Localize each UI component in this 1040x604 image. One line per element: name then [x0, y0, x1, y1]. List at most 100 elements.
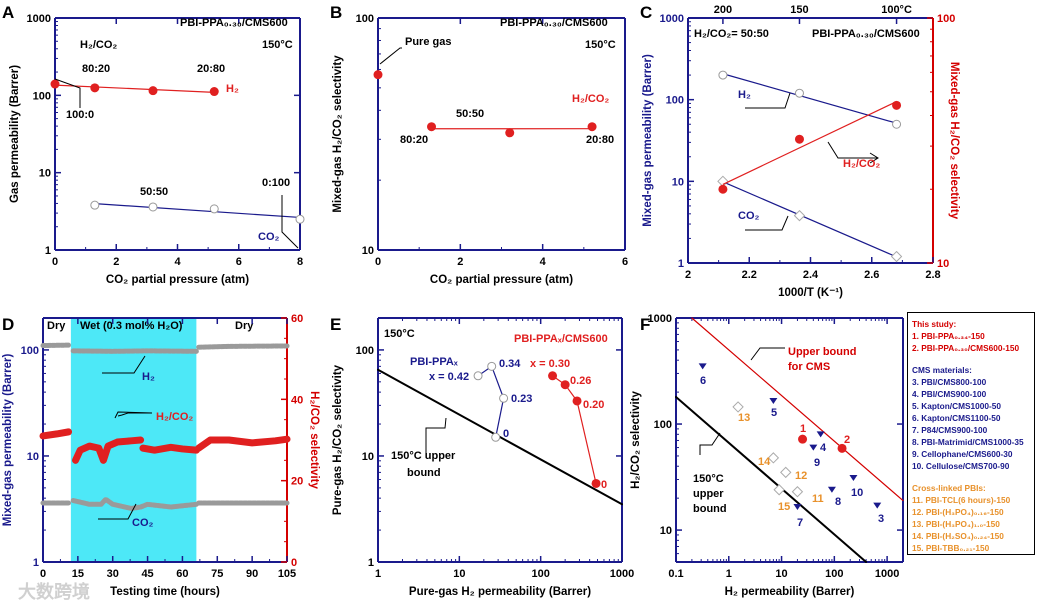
leader-line: [869, 152, 879, 164]
x-tick-label: 30: [107, 568, 119, 580]
data-point: [148, 86, 158, 96]
x-tick-label: 0.1: [668, 568, 683, 580]
y-axis-label: Pure-gas H₂/CO₂ selectivity: [332, 364, 344, 515]
y-tick-label: 100: [33, 90, 51, 102]
leader-line: [379, 47, 402, 65]
annotation: 2: [844, 434, 850, 446]
series-h-: [40, 342, 290, 354]
panel-letter: A: [2, 3, 14, 22]
y-axis-label: Mixed-gas H₂/CO₂ selectivity: [332, 55, 344, 213]
annotation: 100:0: [66, 109, 94, 121]
x-tick-label: 15: [72, 568, 84, 580]
series-h-co-: [427, 122, 597, 138]
annotation: PBI-PPA₀.₃₀/CMS600: [180, 17, 288, 29]
data-point: [767, 452, 780, 464]
y-tick-label: 100: [654, 419, 672, 431]
x-tick-label: 2.4: [803, 269, 819, 281]
x-axis-label: Pure-gas H₂ permeability (Barrer): [409, 586, 591, 598]
series-line: [691, 317, 904, 502]
legend-item: 3. PBI/CMS800-100: [912, 377, 987, 387]
annotation: CO₂: [738, 210, 760, 222]
y-tick-label: 60: [291, 313, 303, 325]
series-150-c-upper-bound: [675, 395, 868, 563]
series-cross-linked-pbis: [732, 401, 804, 498]
x-axis-label: CO₂ partial pressure (atm): [106, 274, 249, 286]
legend-item: 14. PBI-(H₂SO₄)₀.₂₄-150: [912, 531, 1004, 541]
annotation: upper: [693, 488, 724, 500]
annotation: 13: [738, 412, 750, 424]
region-label: Dry: [47, 320, 66, 332]
annotation: H₂/CO₂: [572, 93, 609, 105]
x-tick-label: 8: [297, 256, 303, 268]
series-pure-gas: [373, 70, 383, 80]
legend-item: 9. Cellophane/CMS600-30: [912, 449, 1013, 459]
legend-item: 7. P84/CMS900-100: [912, 425, 988, 435]
panel-letter: B: [330, 3, 342, 22]
x-axis-label: CO₂ partial pressure (atm): [430, 274, 573, 286]
annotation: 4: [820, 442, 827, 454]
x-tick-label: 45: [141, 568, 153, 580]
series-this-study: [798, 434, 847, 453]
annotation: CO₂: [132, 517, 154, 529]
leader-line: [102, 355, 146, 374]
legend-group-title: Cross-linked PBIs:: [912, 483, 986, 493]
panel-c: C 2 2.2 2.4 2.6 2.8 200 150 100°C 1 10 100 1000 10 100…: [640, 3, 960, 299]
data-point: [90, 200, 100, 210]
legend-item: 11. PBI-TCL(6 hours)-150: [912, 495, 1011, 505]
annotation: H₂/CO₂: [843, 158, 880, 170]
x-tick-label: 6: [622, 256, 628, 268]
x-tick-label: 2.8: [925, 269, 940, 281]
data-point: [793, 209, 806, 222]
data-point: [816, 431, 825, 438]
y-tick-label: 10: [937, 258, 949, 270]
data-point: [295, 214, 305, 224]
data-point: [427, 122, 437, 132]
y-tick-label: 100: [356, 345, 374, 357]
y-axis-label: Mixed-gas permeability (Barrer): [2, 354, 14, 527]
annotation: PBI-PPAₓ/CMS600: [514, 333, 608, 345]
series-line: [675, 395, 868, 563]
annotation: 10: [851, 487, 863, 499]
panel-letter: E: [330, 315, 341, 334]
data-point: [50, 79, 60, 89]
y-axis-label: Mixed-gas permeability (Barrer): [642, 54, 654, 227]
fit-line: [722, 101, 897, 185]
legend-item: 6. Kapton/CMS1100-50: [912, 413, 1001, 423]
annotation: bound: [407, 467, 441, 479]
x-tick-label: 1: [375, 568, 381, 580]
leader-line: [827, 141, 878, 159]
y-tick-label: 1: [33, 557, 39, 569]
series-pbi-ppa-: [473, 361, 509, 442]
data-point: [505, 128, 515, 138]
series-upper-bound-for-cms: [691, 317, 904, 502]
annotation: 20:80: [586, 134, 614, 146]
legend-item: 8. PBI-Matrimid/CMS1000-35: [912, 437, 1024, 447]
series-line: [196, 343, 290, 350]
panel-b: B 0 2 4 6 10 100 CO₂ partial pressure (atm) Mixe…: [330, 3, 628, 286]
data-point: [791, 486, 804, 498]
annotation: CO₂: [258, 231, 280, 243]
data-point: [794, 134, 804, 144]
x-tick-label: 90: [246, 568, 258, 580]
x-axis-label: 1000/T (K⁻¹): [778, 287, 843, 299]
y-tick-label: 100: [937, 13, 955, 25]
data-point: [718, 70, 728, 80]
y-tick-label: 1000: [648, 313, 672, 325]
series-h-: [50, 79, 219, 97]
data-point: [793, 504, 802, 511]
annotation: Upper bound: [788, 346, 856, 358]
annotation: 150°C: [384, 328, 415, 340]
annotation: 150°C: [585, 39, 616, 51]
data-point: [849, 474, 858, 481]
data-point: [491, 432, 501, 442]
series-pbi-ppa-cms600: [548, 371, 601, 488]
annotation: 1: [800, 423, 806, 435]
annotation: PBI-PPAₓ: [410, 356, 459, 368]
annotation: 80:20: [82, 63, 110, 75]
x-tick-label: 100: [825, 568, 843, 580]
annotation: 12: [795, 470, 807, 482]
data-point: [798, 434, 808, 444]
legend-item: 2. PBI-PPA₀.₃₀/CMS600-150: [912, 343, 1020, 353]
leader-line: [281, 195, 299, 249]
